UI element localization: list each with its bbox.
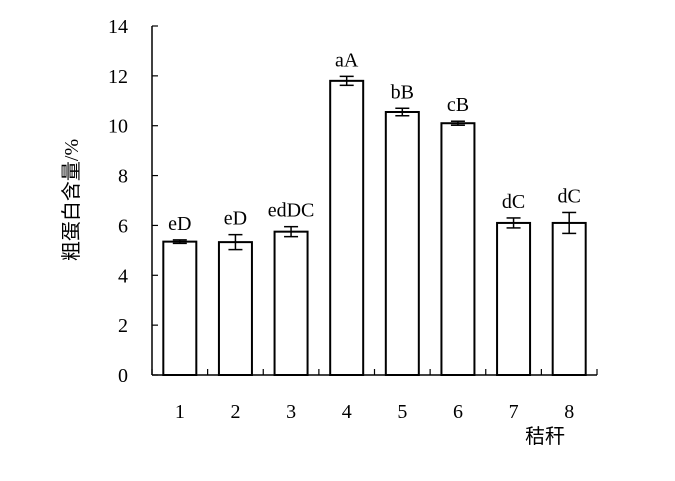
x-axis: 1 2 3 4 5 6 7 8: [151, 369, 598, 423]
bar: [329, 79, 365, 376]
y-tick-label: 12: [108, 66, 128, 88]
x-tick-label: 5: [397, 401, 407, 423]
significance-label: dC: [558, 185, 581, 207]
bar: [440, 122, 476, 376]
x-tick-label: 7: [509, 401, 519, 423]
y-tick-label: 14: [108, 16, 128, 38]
bar: [273, 230, 309, 376]
bar: [496, 221, 532, 376]
x-tick-label: 2: [230, 401, 240, 423]
bar: [551, 221, 587, 376]
y-tick-label: 0: [118, 365, 128, 387]
y-tick-label: 4: [118, 265, 128, 287]
significance-label: aA: [335, 49, 359, 71]
bar: [384, 111, 420, 376]
significance-label: eD: [224, 208, 247, 230]
x-tick-label: 1: [175, 401, 185, 423]
significance-label: bB: [391, 81, 414, 103]
x-tick-label: 3: [286, 401, 296, 423]
significance-label: cB: [447, 94, 469, 116]
y-tick-label: 8: [118, 166, 128, 188]
significance-label: eD: [168, 213, 191, 235]
significance-label: edDC: [268, 200, 315, 222]
x-tick-label: 6: [453, 401, 463, 423]
bar: [162, 240, 198, 376]
y-tick-label: 10: [108, 116, 128, 138]
y-axis-title: 粗蛋白含量/%: [60, 139, 83, 261]
y-axis: 0 2 4 6 8 10 12 14: [108, 16, 158, 387]
bars: eD eD edDC aA bB cB dC dC: [162, 49, 587, 376]
y-tick-label: 2: [118, 315, 128, 337]
bar: [217, 241, 253, 376]
x-tick-label: 4: [342, 401, 352, 423]
y-tick-label: 6: [118, 215, 128, 237]
significance-label: dC: [502, 191, 525, 213]
x-axis-title: 秸秆: [525, 425, 565, 448]
x-tick-label: 8: [564, 401, 574, 423]
